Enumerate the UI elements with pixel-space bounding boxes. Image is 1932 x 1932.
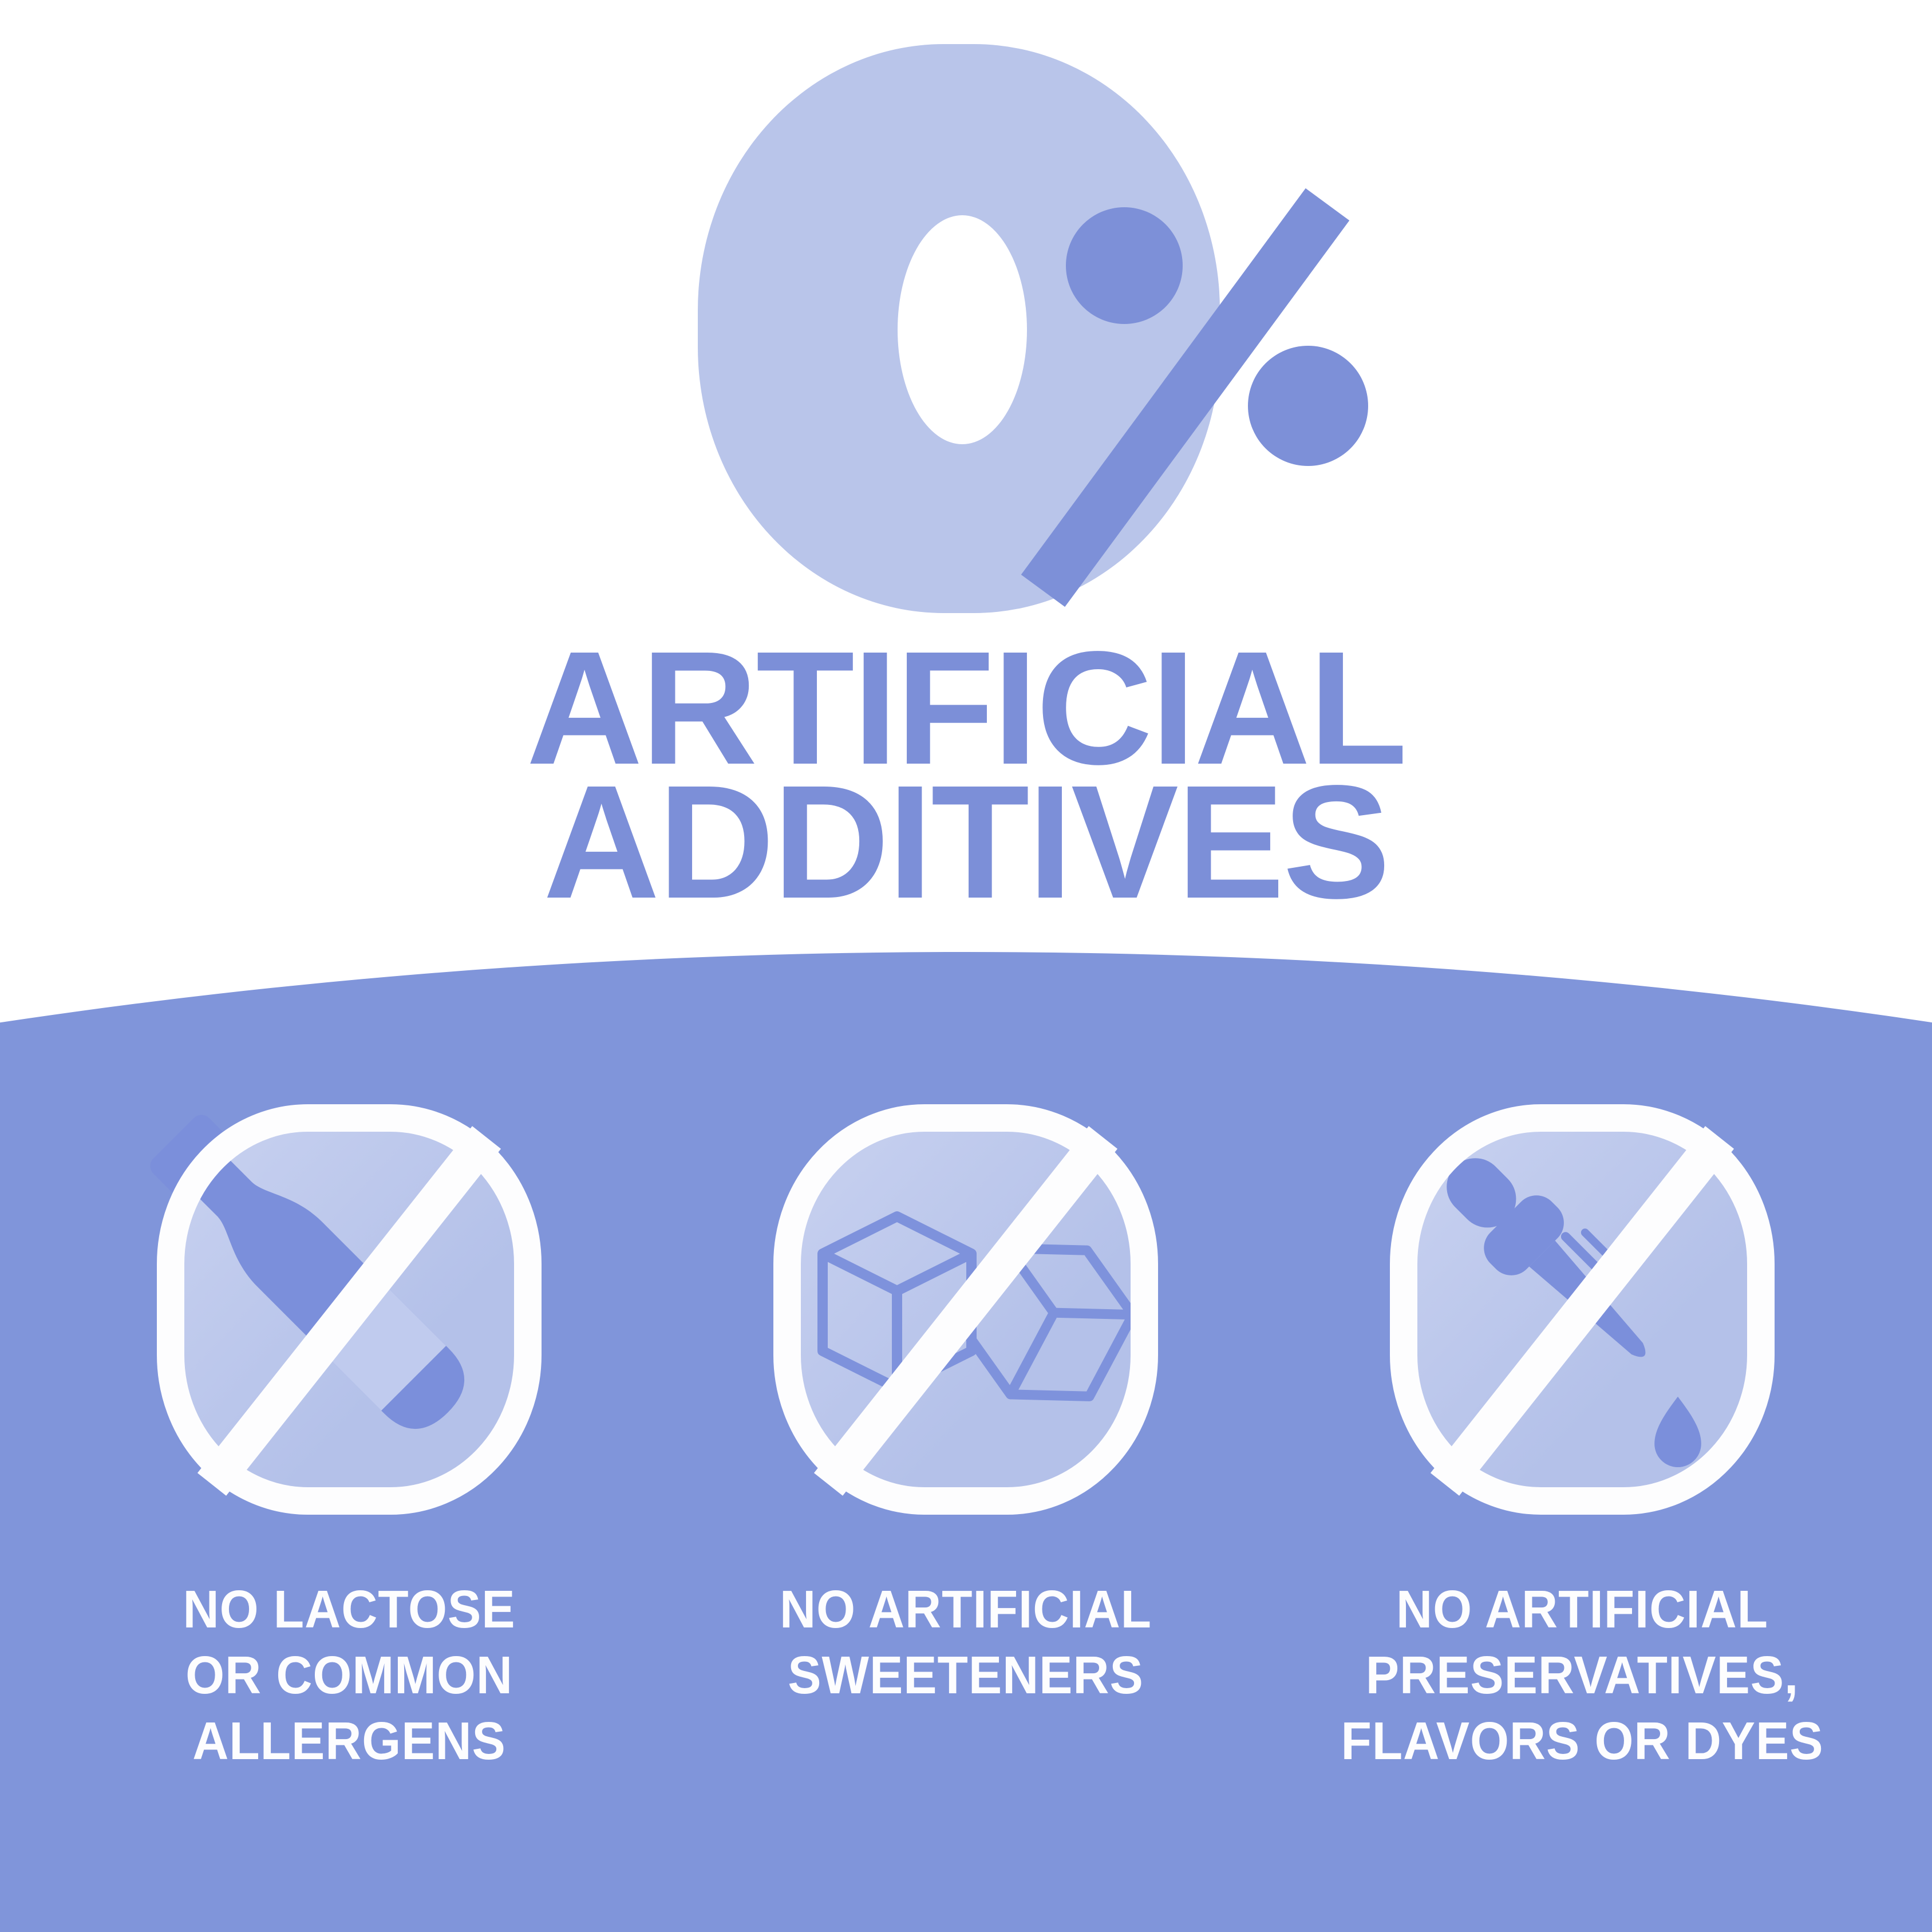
no-sugar-cubes-icon [773,1104,1158,1515]
headline-line-2: ADDITIVES [543,752,1390,932]
percent-bottom-dot [1248,346,1368,466]
benefit-label-preservatives: NO ARTIFICIAL PRESERVATIVES, FLAVORS OR … [1313,1577,1851,1774]
benefit-card-sweeteners [760,1091,1172,1528]
headline: ARTIFICIAL ADDITIVES [0,618,1932,932]
no-dropper-icon [1390,1104,1775,1515]
benefit-label-line: NO ARTIFICIAL [1396,1579,1768,1639]
benefit-label-line: FLAVORS OR DYES [1341,1711,1824,1771]
benefit-label-line: OR COMMON [185,1645,513,1705]
benefit-label-line: SWEETENERS [788,1645,1144,1705]
benefit-card-lactose [143,1091,555,1528]
percent-top-dot [1066,207,1183,324]
prohibition-slash [813,1126,1118,1496]
benefit-label-line: NO ARTIFICIAL [779,1579,1152,1639]
percent-slash [1021,188,1350,607]
benefit-label-line: PRESERVATIVES, [1365,1645,1799,1705]
benefit-label-sweeteners: NO ARTIFICIAL SWEETENERS [697,1577,1235,1708]
benefit-label-line: ALLERGENS [192,1711,506,1771]
benefit-label-line: NO LACTOSE [183,1579,516,1639]
prohibition-slash [197,1126,501,1496]
headline-line-1: ARTIFICIAL [526,618,1407,798]
benefit-label-lactose: NO LACTOSE OR COMMON ALLERGENS [80,1577,618,1774]
no-bottle-icon [150,1104,542,1515]
prohibition-slash [1430,1126,1735,1496]
zero-digit-hole [898,215,1027,444]
benefit-card-preservatives [1376,1091,1788,1528]
zero-percent-graphic [698,44,1368,613]
